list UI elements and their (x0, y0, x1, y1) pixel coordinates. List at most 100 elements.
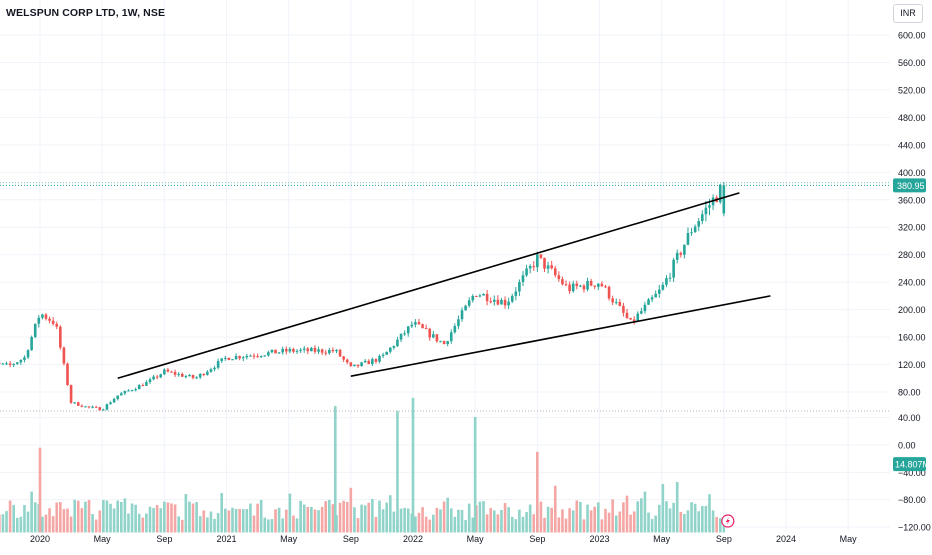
candle-body (37, 317, 41, 324)
candle-body (231, 359, 234, 361)
volume-bar (600, 519, 604, 533)
volume-bar (220, 493, 224, 533)
candle-body (206, 371, 209, 375)
volume-bar (44, 514, 48, 533)
volume-bar (715, 516, 718, 533)
candle-body (492, 299, 496, 302)
time-tick-label: 2021 (216, 534, 236, 544)
volume-bar (518, 509, 521, 533)
time-tick-label: 2024 (776, 534, 796, 544)
price-tick-label: 480.00 (898, 113, 926, 123)
volume-bar (568, 508, 571, 533)
volume-bar (718, 518, 722, 533)
candle-body (546, 265, 550, 269)
volume-bar (435, 507, 439, 533)
candle-body (442, 341, 446, 345)
candle-body (152, 376, 155, 380)
candle-body (665, 278, 668, 285)
candle-body (159, 374, 163, 378)
volume-bar (159, 508, 163, 533)
candle-body (611, 298, 614, 303)
candle-body (310, 347, 313, 352)
last-volume-badge (893, 457, 926, 472)
candle-body (170, 371, 173, 373)
candle-body (184, 376, 188, 378)
currency-button[interactable]: INR (893, 4, 923, 23)
candle-body (564, 284, 568, 286)
candle-body (607, 286, 611, 299)
candle-body (263, 355, 267, 357)
lightning-glyph (725, 517, 730, 525)
candle-body (15, 362, 19, 365)
volume-bar (331, 504, 335, 533)
candle-body (145, 381, 148, 386)
volume-bar (241, 509, 245, 533)
volume-spike (536, 451, 539, 533)
candle-body (683, 244, 686, 255)
candle-body (134, 389, 137, 391)
volume-bar (403, 507, 406, 533)
candle-body (44, 314, 48, 319)
price-tick-label: 560.00 (898, 58, 926, 68)
volume-bar (238, 509, 241, 533)
candle-body (123, 390, 127, 394)
candle-body (356, 364, 360, 367)
volume-bar (579, 501, 582, 533)
volume-bar (252, 515, 256, 533)
volume-bar (589, 510, 593, 533)
candle-body (625, 312, 629, 318)
volume-bar (597, 502, 600, 533)
candle-body (306, 348, 310, 352)
volume-bar (374, 516, 378, 533)
volume-bar (457, 509, 460, 533)
volume-bar (614, 515, 618, 533)
volume-bar (180, 519, 184, 533)
candle-body (30, 337, 33, 351)
price-tick-label: 360.00 (898, 195, 926, 205)
volume-bar (188, 501, 191, 533)
volume-bar (15, 517, 19, 533)
volume-bar (227, 510, 231, 533)
volume-bar (80, 508, 84, 533)
volume-bar (618, 511, 622, 533)
candle-body (80, 405, 84, 407)
candle-body (363, 360, 367, 363)
candle-body (26, 350, 30, 358)
candle-body (708, 205, 711, 208)
candle-body (91, 406, 94, 408)
volume-bar (320, 506, 324, 533)
volume-bar (112, 508, 116, 533)
volume-bar (317, 510, 320, 533)
candle-body (647, 299, 650, 305)
volume-bar (550, 507, 553, 533)
candle-body (62, 347, 66, 364)
volume-bar (23, 505, 26, 533)
candle-body (353, 364, 356, 367)
volume-bar (173, 504, 177, 533)
candle-body (48, 318, 51, 321)
volume-bar (12, 504, 15, 533)
volume-bar (313, 509, 317, 533)
volume-bar (274, 509, 277, 533)
candle-body (614, 302, 618, 304)
volume-bar (216, 513, 220, 533)
candle-body (385, 351, 388, 355)
candle-body (191, 374, 195, 378)
candle-body (597, 283, 600, 287)
candle-body (141, 385, 145, 387)
candle-body (496, 299, 500, 305)
price-tick-label: 80.00 (898, 388, 921, 398)
volume-bar (414, 516, 417, 533)
volume-bar (353, 507, 356, 533)
candle-body (295, 350, 299, 352)
candle-body (267, 352, 270, 356)
candle-body (604, 286, 607, 288)
candle-body (5, 363, 8, 365)
candle-body (557, 275, 561, 280)
candle-body (629, 317, 632, 320)
volume-bar (661, 484, 665, 533)
candle-body (701, 214, 704, 222)
candle-body (317, 349, 320, 352)
